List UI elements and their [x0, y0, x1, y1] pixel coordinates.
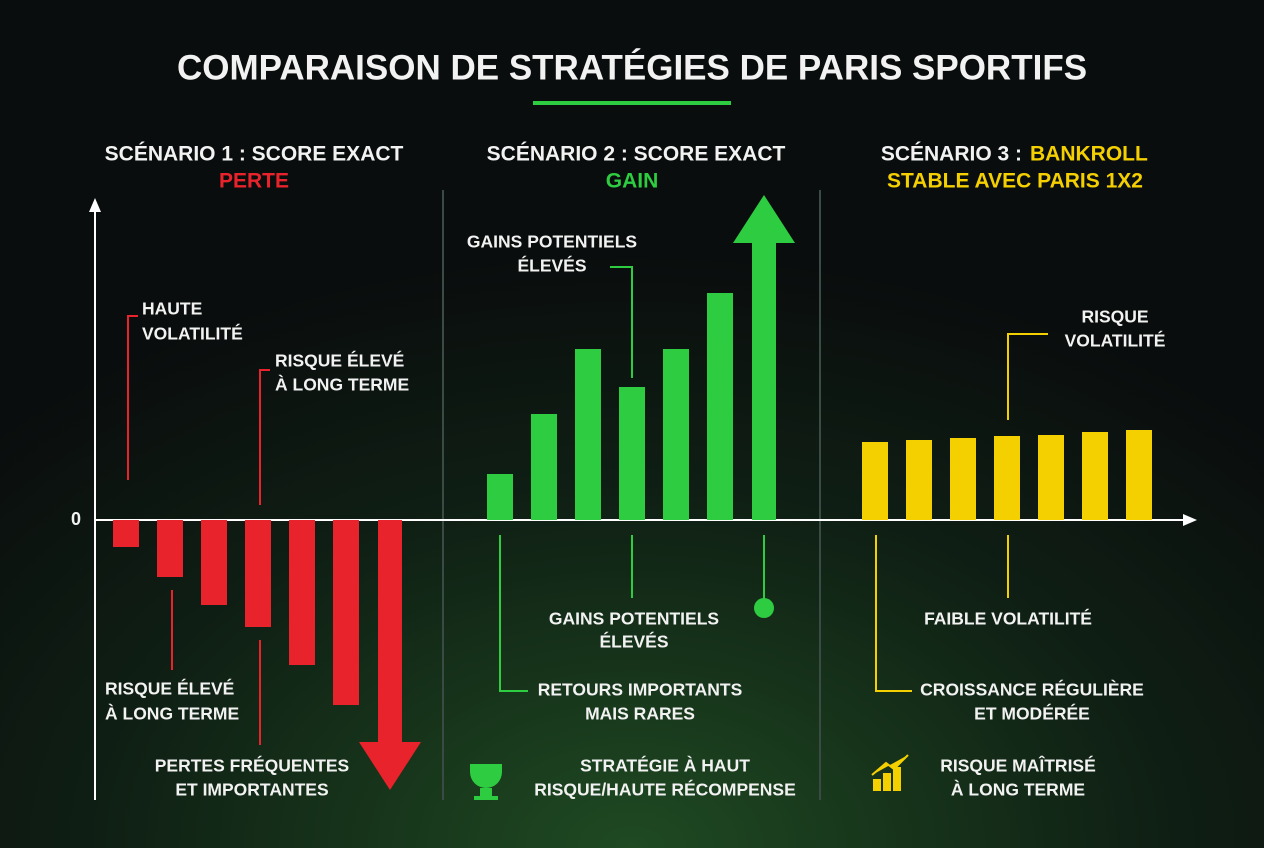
annotation: ÉLEVÉS [599, 631, 668, 652]
scenario-outcome: STABLE AVEC PARIS 1X2 [887, 170, 1143, 193]
bar [531, 414, 557, 520]
money-icon [754, 598, 774, 618]
bar [575, 349, 601, 520]
y-axis-arrow [89, 198, 101, 212]
leader [259, 369, 270, 505]
bar [201, 520, 227, 605]
annotation: ET MODÉRÉE [974, 703, 1090, 724]
scenario-outcome: PERTE [219, 170, 289, 193]
title-underline [533, 101, 731, 105]
annotation: PERTES FRÉQUENTES [155, 755, 349, 776]
leader [499, 535, 528, 692]
y-tick-label: 0 [71, 509, 81, 529]
annotation: RISQUE MAÎTRISÉ [940, 755, 1096, 776]
bar [1126, 430, 1152, 520]
leader [1007, 333, 1048, 420]
leader [610, 266, 633, 378]
annotation: GAINS POTENTIELS [467, 232, 637, 252]
annotation: VOLATILITÉ [1065, 330, 1166, 351]
scenario-outcome: GAIN [606, 170, 659, 193]
scenario-outcome: BANKROLL [1030, 143, 1148, 166]
annotation: RISQUE [1081, 307, 1148, 327]
annotation: ÉLEVÉS [517, 255, 586, 276]
annotation: VOLATILITÉ [142, 323, 243, 344]
annotation: RISQUE/HAUTE RÉCOMPENSE [534, 779, 796, 800]
bar [1038, 435, 1064, 520]
leader [875, 535, 912, 692]
bar [663, 349, 689, 520]
bar [906, 440, 932, 520]
annotation: À LONG TERME [275, 374, 409, 395]
bar [157, 520, 183, 577]
leader [127, 315, 138, 480]
bar [1082, 432, 1108, 520]
bar [245, 520, 271, 627]
annotation: ET IMPORTANTES [175, 780, 328, 800]
annotation: FAIBLE VOLATILITÉ [924, 608, 1092, 629]
bar [487, 474, 513, 520]
bar [619, 387, 645, 520]
annotation: GAINS POTENTIELS [549, 609, 719, 629]
bar [950, 438, 976, 520]
scenario-title: SCÉNARIO 1 : SCORE EXACT [105, 143, 404, 166]
annotation: HAUTE [142, 299, 202, 319]
scenario-title: SCÉNARIO 3 : [881, 143, 1022, 166]
annotation: CROISSANCE RÉGULIÈRE [920, 679, 1144, 700]
bar [707, 293, 733, 520]
bar [994, 436, 1020, 520]
growth-icon [871, 754, 909, 791]
scenario-title: SCÉNARIO 2 : SCORE EXACT [487, 143, 786, 166]
chart-title: COMPARAISON DE STRATÉGIES DE PARIS SPORT… [177, 47, 1087, 87]
bar [113, 520, 139, 547]
annotation: RISQUE ÉLEVÉ [105, 678, 234, 699]
x-axis-arrow [1183, 514, 1197, 526]
annotation: À LONG TERME [951, 779, 1085, 800]
trophy-icon [470, 764, 502, 800]
annotation: RETOURS IMPORTANTS [538, 680, 743, 700]
annotation: MAIS RARES [585, 704, 695, 724]
annotation: STRATÉGIE À HAUT [580, 755, 750, 776]
annotation: À LONG TERME [105, 703, 239, 724]
arrow-bar [733, 195, 795, 520]
arrow-bar [359, 520, 421, 790]
bar [862, 442, 888, 520]
annotation: RISQUE ÉLEVÉ [275, 350, 404, 371]
bar [289, 520, 315, 665]
bar [333, 520, 359, 705]
